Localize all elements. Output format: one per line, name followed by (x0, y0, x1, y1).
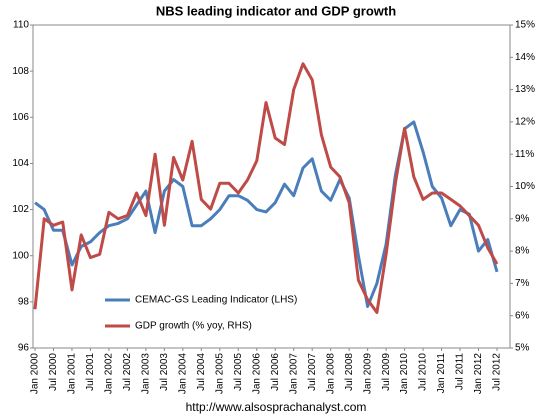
x-tick-label: Jul 2009 (381, 353, 392, 391)
x-tick-label: Jul 2003 (159, 353, 170, 391)
y2-tick-label: 11% (515, 149, 534, 160)
series-line (34, 120, 499, 308)
legend-label: CEMAC-GS Leading Indicator (LHS) (135, 295, 297, 306)
y2-tick-label: 9% (515, 213, 530, 224)
x-tick-label: Jan 2010 (399, 353, 410, 395)
y-tick-label: 104 (12, 158, 29, 169)
y-tick-label: 106 (12, 112, 29, 123)
x-tick-label: Jan 2006 (251, 353, 262, 395)
x-tick-label: Jul 2004 (196, 353, 207, 391)
x-tick-label: Jan 2001 (67, 353, 78, 395)
y2-tick-label: 12% (515, 117, 535, 128)
y2-tick-label: 6% (515, 310, 530, 321)
y-tick-label: 110 (13, 20, 29, 31)
x-tick-label: Jan 2007 (288, 353, 299, 395)
x-tick-label: Jan 2005 (214, 353, 225, 395)
y2-tick-label: 10% (515, 181, 535, 192)
x-tick-label: Jul 2006 (270, 353, 281, 391)
x-tick-label: Jan 2009 (362, 353, 373, 395)
y2-tick-label: 14% (515, 52, 535, 63)
legend-label: GDP growth (% yoy, RHS) (135, 321, 252, 332)
x-tick-label: Jan 2000 (30, 353, 41, 395)
x-tick-label: Jul 2000 (48, 353, 59, 391)
x-tick-label: Jan 2008 (325, 353, 336, 395)
x-tick-label: Jan 2002 (104, 353, 115, 395)
x-tick-label: Jan 2003 (141, 353, 152, 395)
y2-tick-label: 13% (515, 84, 535, 95)
series-line (33, 62, 499, 314)
x-tick-label: Jul 2011 (455, 353, 466, 391)
x-tick-label: Jan 2012 (473, 353, 484, 395)
y2-tick-label: 7% (515, 278, 530, 289)
y-tick-label: 96 (18, 343, 30, 354)
x-tick-label: Jul 2012 (492, 353, 503, 391)
y2-tick-label: 8% (515, 246, 530, 257)
x-tick-label: Jul 2002 (122, 353, 133, 391)
x-tick-label: Jan 2011 (436, 353, 447, 394)
x-tick-label: Jul 2010 (418, 353, 429, 391)
x-tick-label: Jul 2008 (344, 353, 355, 391)
footer: http://www.alsosprachanalyst.com (186, 400, 367, 414)
y-tick-label: 98 (18, 296, 30, 307)
x-tick-label: Jul 2005 (233, 353, 244, 391)
y-tick-label: 100 (12, 250, 29, 261)
x-tick-label: Jul 2007 (307, 353, 318, 391)
x-tick-label: Jan 2004 (177, 353, 188, 395)
y-tick-label: 102 (12, 204, 29, 215)
y2-tick-label: 15% (515, 20, 535, 31)
y-tick-label: 108 (12, 66, 29, 77)
chart-title: NBS leading indicator and GDP growth (156, 3, 396, 18)
x-tick-label: Jul 2001 (85, 353, 96, 391)
y2-tick-label: 5% (515, 343, 530, 354)
